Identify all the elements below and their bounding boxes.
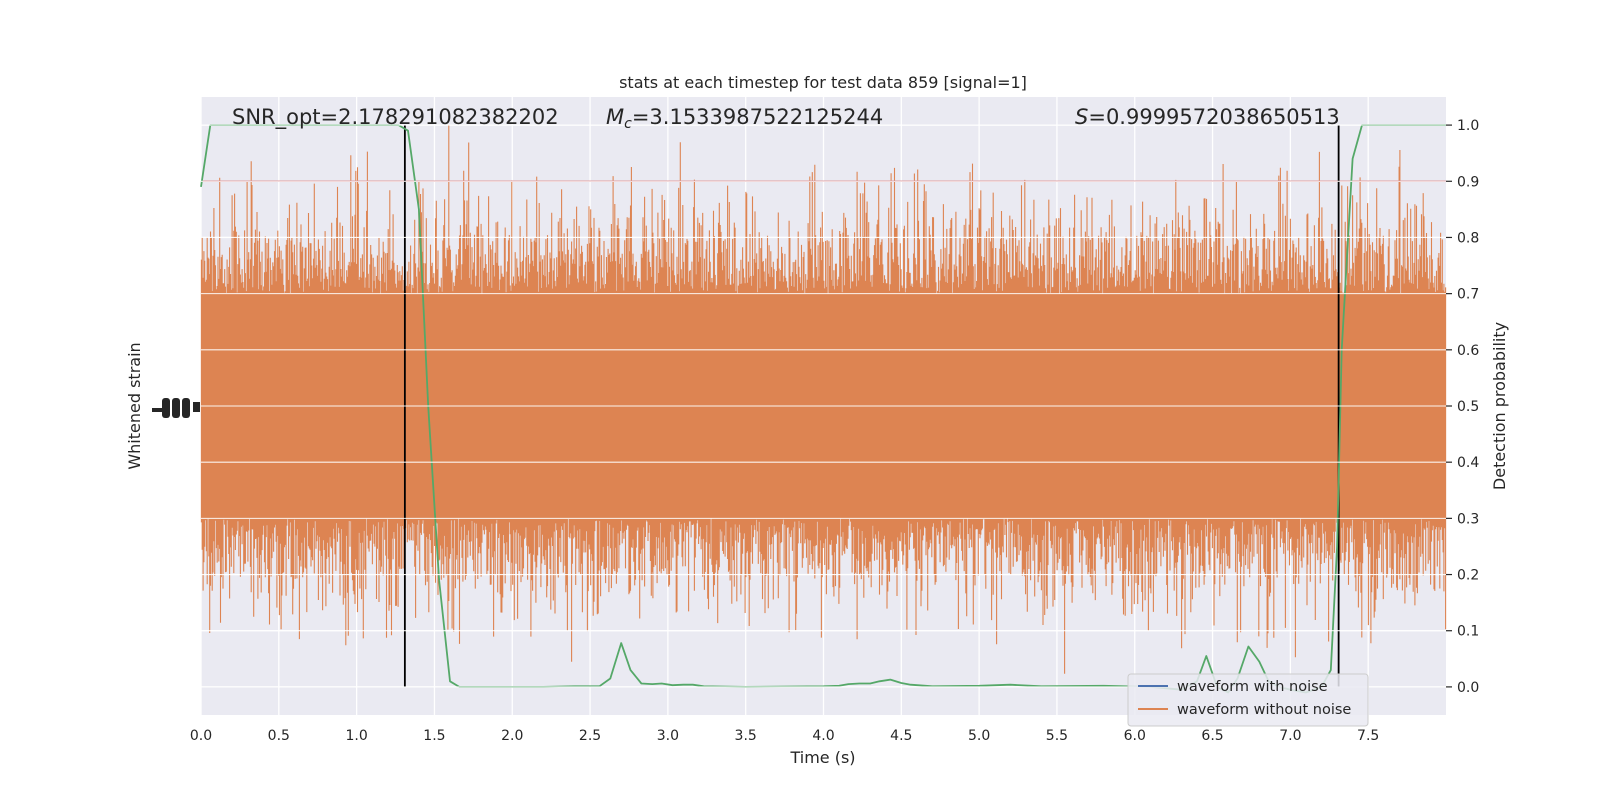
- x-tick-label: 2.5: [579, 728, 601, 744]
- y-tick-labels-right: 0.0 0.1 0.2 0.3 0.4 0.5 0.6 0.7 0.8 0.9 1.0: [1446, 118, 1479, 696]
- x-tick-label: 1.0: [345, 728, 367, 744]
- y-axis-label-left: Whitened strain: [125, 342, 144, 469]
- left-tick-clutter: [152, 398, 200, 418]
- x-tick-label: 3.5: [735, 728, 757, 744]
- y-tick-label-right: 0.2: [1457, 568, 1479, 584]
- x-tick-label: 6.0: [1124, 728, 1146, 744]
- strain-trace: [200, 125, 1447, 674]
- x-tick-label: 7.5: [1357, 728, 1379, 744]
- legend: waveform with noise waveform without noi…: [1127, 673, 1369, 727]
- y-tick-label-right: 0.6: [1457, 343, 1479, 359]
- y-tick-label-right: 0.1: [1457, 624, 1479, 640]
- x-tick-label: 7.0: [1279, 728, 1301, 744]
- x-tick-label: 2.0: [501, 728, 523, 744]
- legend-label-with-noise: waveform with noise: [1177, 679, 1328, 695]
- x-tick-label: 5.5: [1046, 728, 1068, 744]
- y-tick-label-right: 0.9: [1457, 174, 1479, 190]
- x-tick-label: 6.5: [1201, 728, 1223, 744]
- y-tick-label-right: 0.3: [1457, 511, 1479, 527]
- x-tick-label: 0.5: [268, 728, 290, 744]
- y-tick-label-right: 1.0: [1457, 118, 1479, 134]
- y-axis-label-right: Detection probability: [1490, 322, 1509, 490]
- x-tick-label: 0.0: [190, 728, 212, 744]
- x-tick-label: 4.5: [890, 728, 912, 744]
- legend-box: [1127, 673, 1369, 727]
- x-tick-label: 1.5: [423, 728, 445, 744]
- y-tick-label-right: 0.0: [1457, 680, 1479, 696]
- y-tick-label-right: 0.7: [1457, 287, 1479, 303]
- y-tick-label-right: 0.4: [1457, 455, 1479, 471]
- y-tick-label-right: 0.8: [1457, 230, 1479, 246]
- annotation-mc: Mc=3.1533987522125244: [606, 105, 883, 132]
- x-tick-label: 4.0: [812, 728, 834, 744]
- chart-title: stats at each timestep for test data 859…: [619, 73, 1027, 92]
- annotation-snr: SNR_opt=2.178291082382202: [232, 105, 559, 130]
- y-tick-label-right: 0.5: [1457, 399, 1479, 415]
- x-tick-label: 3.0: [657, 728, 679, 744]
- x-axis-label: Time (s): [789, 748, 855, 767]
- annotation-s: S=0.9999572038650513: [1075, 105, 1340, 129]
- x-tick-labels: 0.0 0.5 1.0 1.5 2.0 2.5 3.0 3.5 4.0 4.5 5.0 5.5 6.0 6…: [190, 728, 1379, 744]
- legend-label-without-noise: waveform without noise: [1177, 702, 1351, 718]
- x-tick-label: 5.0: [968, 728, 990, 744]
